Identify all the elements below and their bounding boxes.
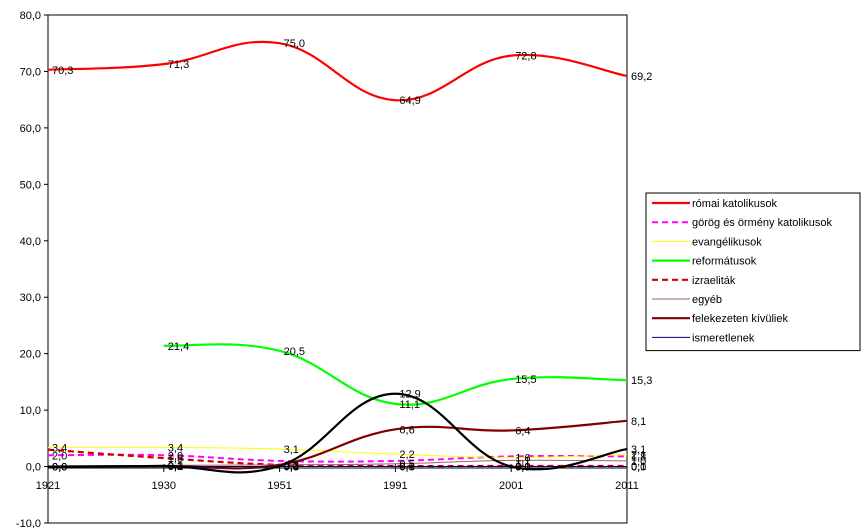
data-label: 3,1 [284,444,299,456]
data-label: 6,6 [399,424,414,436]
x-tick-label: 1921 [36,480,60,492]
y-tick-label: 10,0 [20,405,41,417]
axes: -10,0 0,0 10,0 20,0 30,0 40,0 50,0 60,0 70,0 80,0… [16,10,639,528]
data-label: 15,3 [631,375,652,387]
data-label: 0,0 [515,462,530,474]
data-label: 0,2 [284,460,299,472]
data-label: 70,3 [52,65,73,77]
data-label: 12,9 [399,389,420,401]
x-tick-label: 1951 [267,480,291,492]
x-tick-label: 2011 [615,480,639,492]
series-line-2 [47,446,628,459]
legend-box [645,192,861,352]
y-tick-label: 0,0 [26,462,41,474]
data-label: 0,2 [168,460,183,472]
series-line-3 [163,343,628,406]
legend-label: izraeliták [692,275,736,287]
data-label: 0,3 [284,460,299,472]
data-label: 0,3 [284,460,299,472]
data-label: 1,1 [515,455,530,467]
legend-label: ismeretlenek [692,332,755,344]
y-tick-label: 30,0 [20,292,41,304]
data-label: 64,9 [399,95,420,107]
legend-label: görög és örmény katolikusok [692,217,833,229]
x-tick-label: 1930 [152,480,176,492]
data-label: 3,4 [168,442,183,454]
x-tick-label: 1991 [383,480,407,492]
data-label: 6,4 [515,425,530,437]
data-label: 1,6 [515,453,530,465]
data-label: 15,5 [515,374,536,386]
data-label: 2,1 [631,450,646,462]
data-label: 0,0 [52,462,67,474]
y-tick-label: 60,0 [20,123,41,135]
y-tick-label: 50,0 [20,179,41,191]
plot-area-frame [47,14,628,524]
x-tick-label: 2001 [499,480,523,492]
data-label: 2,2 [399,449,414,461]
data-label: 20,5 [284,346,305,358]
data-label: 8,1 [631,416,646,428]
data-label: 0,0 [399,462,414,474]
legend-label: felekezeten kívüliek [692,313,788,325]
data-label: 3,4 [52,442,67,454]
series-line-1 [47,453,628,463]
series-line-8 [47,392,628,474]
data-label: 1,5 [168,453,183,465]
series-lines [47,40,628,474]
data-label: 1,8 [631,451,646,463]
data-label: 0,1 [168,461,183,473]
data-label: 1,0 [631,456,646,468]
y-tick-label: -10,0 [16,518,41,528]
data-label: 2,0 [52,450,67,462]
data-label: 0,1 [515,461,530,473]
data-label: 69,2 [631,71,652,83]
data-label: 75,0 [284,38,305,50]
data-label: 0,0 [631,462,646,474]
data-label: 2,0 [168,450,183,462]
series-line-4 [47,448,627,468]
data-label: 0,5 [399,459,414,471]
data-label: 72,8 [515,51,536,63]
y-tick-label: 20,0 [20,349,41,361]
data-label: 0,0 [284,462,299,474]
data-label: 11,1 [399,399,420,411]
legend: római katolikusok görög és örmény katolik… [645,192,861,352]
series-line-6 [47,419,628,470]
legend-label: egyéb [692,294,722,306]
legend-label: római katolikusok [692,198,777,210]
data-label: 0,1 [399,461,414,473]
y-tick-label: 70,0 [20,66,41,78]
legend-label: evangélikusok [692,236,762,248]
data-label: 0,1 [284,461,299,473]
data-labels: 70,3 71,3 75,0 64,9 72,8 69,2 2,0 2,0 1,8 3,4 3,4 3… [52,38,652,473]
legend-label: reformátusok [692,256,757,268]
data-label: 0,0 [52,462,67,474]
data-label: 0,1 [168,461,183,473]
data-label: 71,3 [168,59,189,71]
y-tick-label: 80,0 [20,10,41,22]
data-label: 3,1 [631,444,646,456]
data-label: 0,1 [631,461,646,473]
series-line-0 [47,40,628,102]
data-label: 0,0 [52,462,67,474]
y-tick-label: 40,0 [20,236,41,248]
data-label: 21,4 [168,341,189,353]
data-label: 0,0 [515,462,530,474]
